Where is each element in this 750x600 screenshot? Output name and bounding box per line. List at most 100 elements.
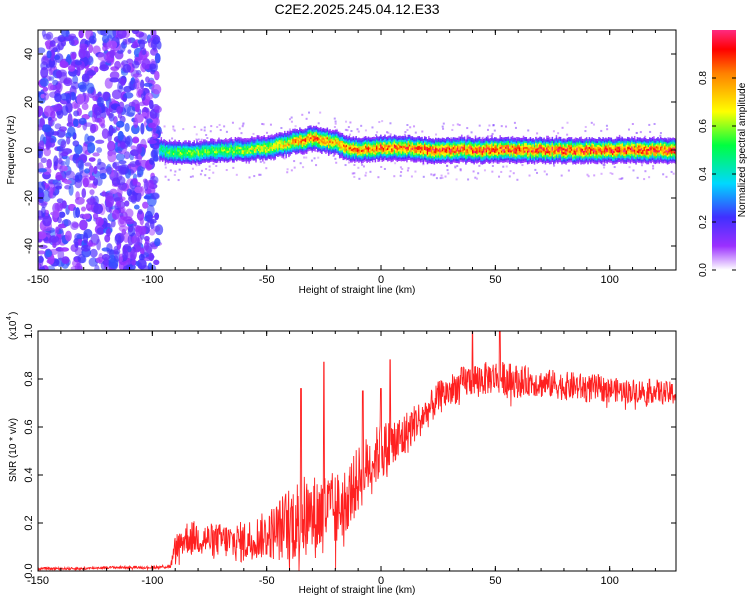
spectrogram-cell [465, 141, 467, 144]
spectrogram-cell [255, 152, 257, 155]
spectrogram-cell [262, 140, 264, 143]
spectrogram-cell [154, 52, 161, 64]
spectrogram-cell [296, 144, 298, 147]
spectrogram-cell [384, 138, 386, 141]
spectrogram-cell [267, 146, 270, 150]
spectrogram-cell [452, 152, 455, 155]
spectrogram-cell [531, 150, 533, 153]
spectrogram-cell [537, 160, 540, 163]
spectrogram-cell [149, 157, 155, 165]
spectrogram-cell [340, 150, 342, 153]
spectrogram-cell [237, 157, 239, 161]
spectrogram-cell [166, 148, 168, 151]
spectrogram-cell [227, 146, 230, 149]
spectrogram-cell [343, 154, 345, 157]
spectrogram-cell [385, 156, 388, 159]
spectrogram-cell [304, 137, 307, 141]
spectrogram-cell [171, 157, 174, 160]
spectrogram-cell [356, 147, 359, 151]
spectrogram-cell [365, 141, 367, 144]
spectrogram-cell [271, 156, 274, 159]
spectrogram-cell [322, 141, 324, 144]
spectrogram-cell [478, 124, 481, 127]
spectrogram-cell [197, 148, 200, 151]
spectrogram-cell [354, 143, 356, 146]
spectrogram-cell [326, 140, 329, 144]
spectrogram-cell [204, 154, 206, 157]
spectrogram-cell [436, 146, 438, 149]
spectrogram-cell [127, 49, 132, 54]
spectrogram-cell [456, 141, 459, 144]
spectrogram-cell [443, 141, 445, 145]
spectrogram-cell [503, 158, 506, 161]
spectrogram-cell [200, 159, 202, 163]
spectrogram-cell [301, 137, 304, 140]
spectrogram-cell [262, 142, 264, 145]
spectrogram-cell [500, 152, 503, 155]
spectrogram-cell [219, 160, 222, 163]
spectrogram-cell [410, 151, 412, 154]
spectrogram-cell [196, 145, 198, 148]
spectrogram-cell [329, 142, 331, 145]
spectrogram-cell [502, 156, 504, 159]
spectrogram-cell [52, 210, 60, 218]
spectrogram-cell [349, 141, 352, 144]
spectrogram-cell [505, 125, 508, 128]
spectrogram-cell [183, 159, 186, 162]
spectrogram-cell [211, 142, 213, 145]
spectrogram-cell [348, 135, 351, 138]
spectrogram-cell [488, 146, 490, 149]
spectrogram-cell [314, 137, 316, 140]
spectrogram-cell [518, 160, 521, 163]
spectrogram-cell [399, 174, 402, 177]
spectrogram-cell [93, 166, 98, 175]
spectrogram-cell [281, 153, 283, 156]
spectrogram-cell [473, 146, 475, 150]
spectrogram-cell [506, 154, 508, 157]
spectrogram-cell [178, 155, 180, 158]
spectrogram-cell [406, 160, 408, 163]
spectrogram-cell [177, 149, 179, 152]
spectrogram-cell [358, 151, 360, 154]
spectrogram-cell [266, 154, 268, 157]
spectrogram-cell [242, 140, 245, 143]
spectrogram-cell [396, 157, 399, 160]
spectrogram-cell [356, 128, 359, 131]
spectrogram-cell [395, 148, 397, 152]
spectrogram-cell [550, 156, 552, 159]
spectrogram-cell [547, 160, 549, 163]
spectrogram-cell [242, 123, 245, 126]
spectrogram-cell [161, 150, 164, 153]
spectrogram-cell [349, 146, 352, 150]
spectrogram-cell [208, 143, 211, 146]
spectrogram-cell [367, 140, 370, 143]
spectrogram-cell [525, 154, 528, 157]
spectrogram-cell [190, 162, 193, 165]
spectrogram-cell [422, 154, 425, 157]
spectrogram-cell [454, 145, 456, 148]
spectrogram-cell [419, 160, 422, 163]
spectrogram-cell [430, 157, 433, 161]
spectrogram-cell [426, 140, 429, 144]
spectrogram-cell [285, 140, 287, 143]
spectrogram-cell [319, 144, 322, 147]
spectrogram-cell [421, 157, 423, 161]
spectrogram-cell [164, 153, 167, 156]
spectrogram-cell [470, 137, 473, 141]
spectrogram-cell [391, 144, 393, 147]
spectrogram-cell [526, 139, 529, 142]
spectrogram-cell [467, 153, 470, 157]
spectrogram-cell [238, 148, 241, 152]
spectrogram-cell [198, 162, 201, 165]
spectrogram-cell [522, 160, 525, 163]
spectrogram-cell [277, 147, 279, 150]
spectrogram-cell [257, 148, 260, 151]
spectrogram-cell [429, 143, 431, 147]
spectrogram-cell [452, 144, 455, 148]
spectrogram-cell [160, 142, 163, 146]
spectrogram-cell [275, 144, 278, 147]
spectrogram-cell [259, 158, 261, 161]
spectrogram-cell [366, 147, 368, 150]
spectrogram-cell [245, 144, 248, 147]
spectrogram-cell [216, 125, 219, 128]
